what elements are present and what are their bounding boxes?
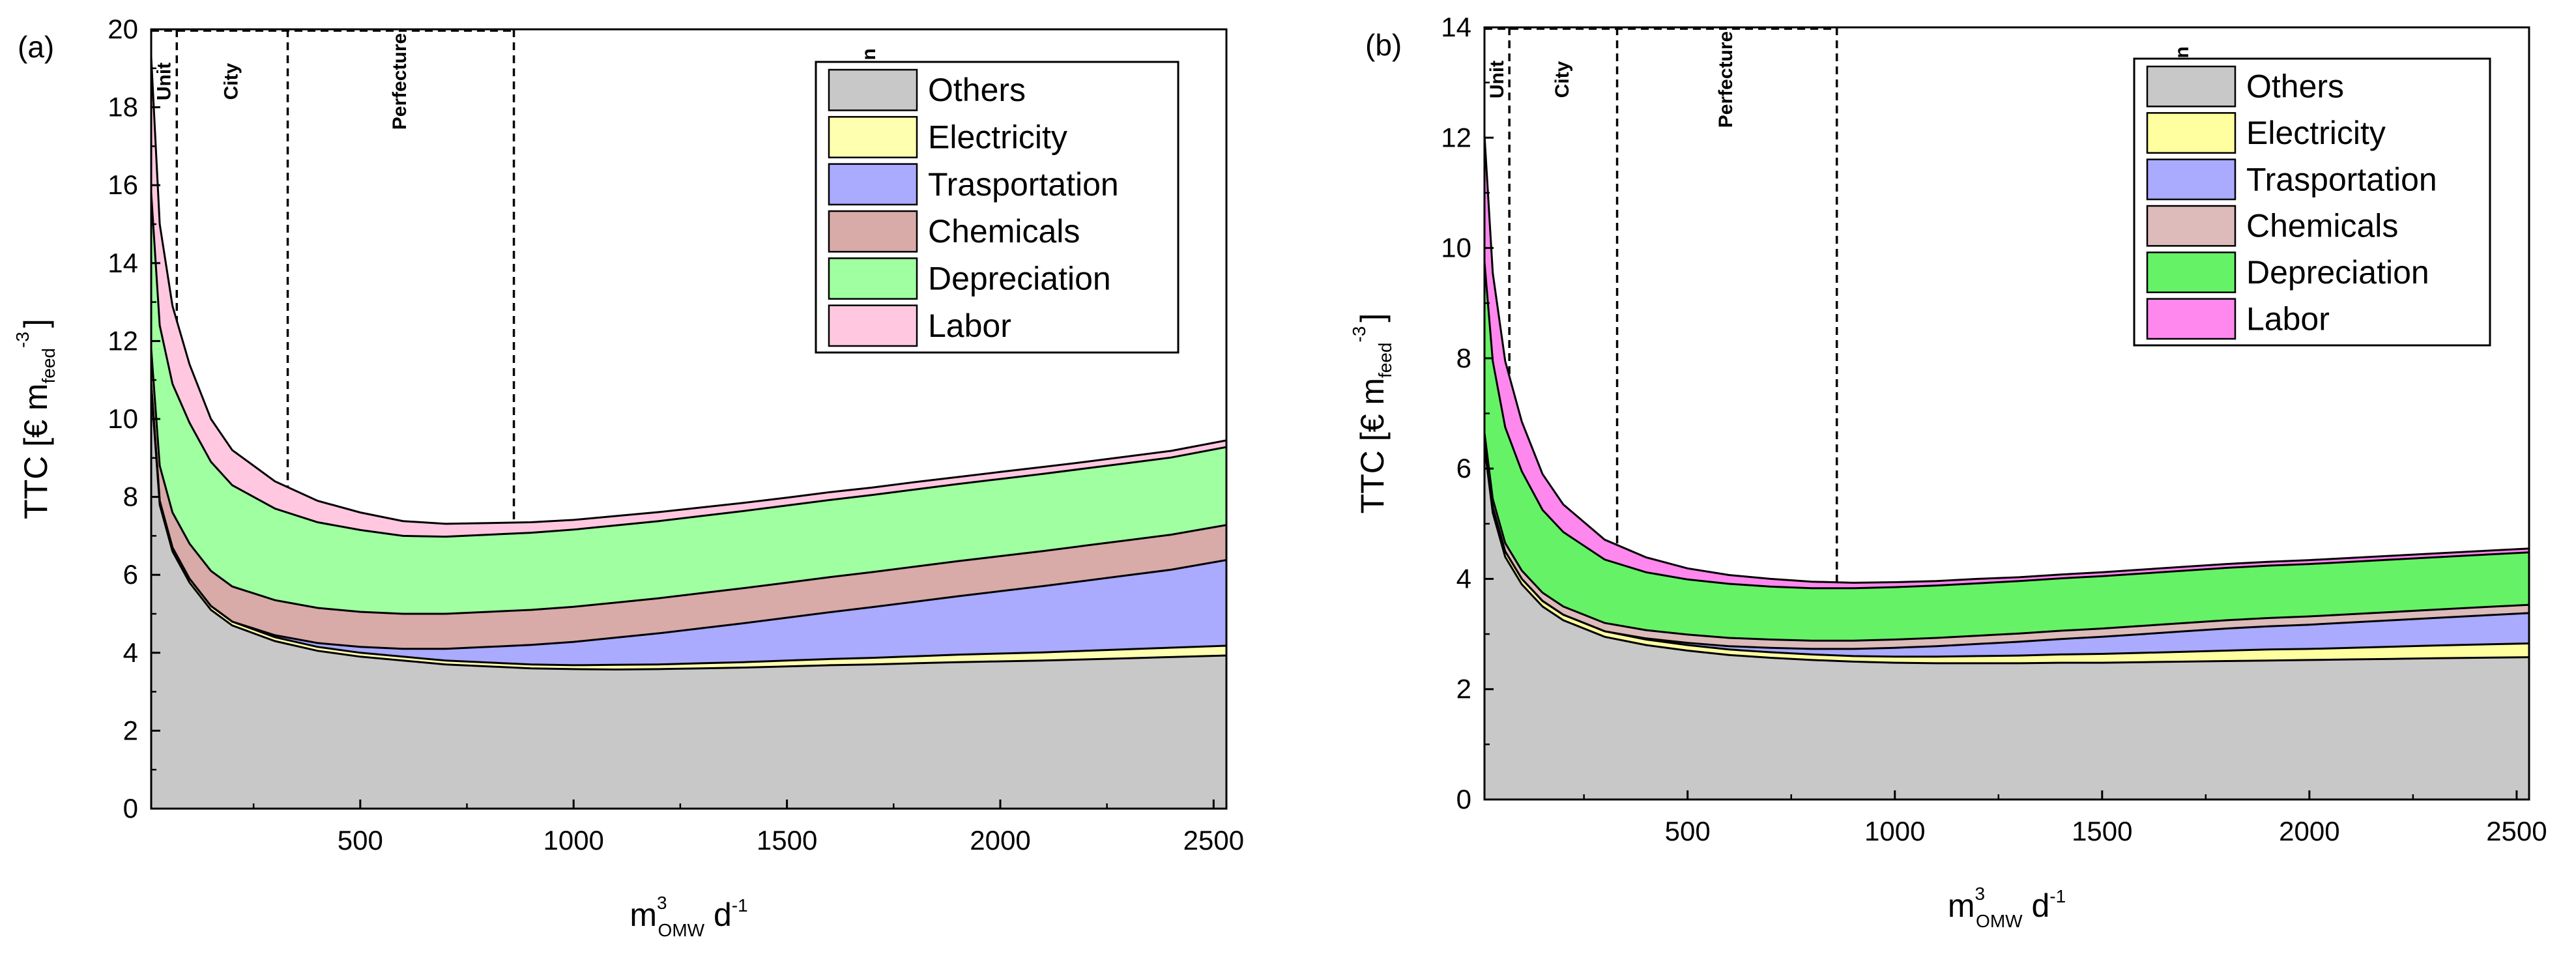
legend-label-trasportation: Trasportation bbox=[2246, 161, 2437, 197]
y-tick-label: 0 bbox=[123, 793, 138, 824]
line-trasportation bbox=[151, 384, 1226, 650]
area-trasportation bbox=[151, 384, 1226, 665]
region-label-city: City bbox=[1552, 61, 1573, 98]
legend-swatch-electricity bbox=[2146, 112, 2236, 154]
legend-swatch-electricity bbox=[828, 116, 918, 158]
region-label-unit: Unit bbox=[1486, 61, 1508, 98]
area-depreciation bbox=[151, 193, 1226, 614]
area-others bbox=[1484, 446, 2529, 799]
area-others bbox=[151, 388, 1226, 809]
legend-label-chemicals: Chemicals bbox=[2246, 208, 2398, 244]
legend-label-chemicals: Chemicals bbox=[928, 213, 1080, 250]
legend-swatch-depreciation bbox=[2146, 252, 2236, 293]
line-chemicals bbox=[1484, 432, 2529, 642]
y-tick-label: 14 bbox=[1441, 12, 1471, 42]
y-tick-label: 2 bbox=[123, 715, 138, 745]
y-tick-label: 6 bbox=[1456, 453, 1471, 483]
area-chemicals bbox=[151, 349, 1226, 649]
y-tick-label: 8 bbox=[123, 482, 138, 512]
legend-swatch-chemicals bbox=[2146, 205, 2236, 247]
y-tick-label: 0 bbox=[1456, 784, 1471, 814]
y-tick-label: 6 bbox=[123, 559, 138, 590]
line-labor bbox=[151, 56, 1226, 525]
legend-swatch-labor bbox=[2146, 298, 2236, 340]
legend-swatch-others bbox=[2146, 65, 2236, 108]
y-tick-label: 12 bbox=[1441, 122, 1471, 152]
y-tick-label: 10 bbox=[108, 403, 138, 434]
legend-label-depreciation: Depreciation bbox=[2246, 254, 2429, 291]
x-tick-label: 1500 bbox=[757, 825, 817, 856]
x-tick-label: 500 bbox=[1665, 816, 1711, 846]
area-trasportation bbox=[1484, 440, 2529, 657]
legend-label-electricity: Electricity bbox=[928, 119, 1067, 156]
legend-swatch-depreciation bbox=[828, 257, 918, 300]
line-chemicals bbox=[151, 349, 1226, 615]
y-tick-label: 2 bbox=[1456, 674, 1471, 704]
line-others bbox=[151, 388, 1226, 671]
y-tick-label: 8 bbox=[1456, 343, 1471, 373]
panel-label: (b) bbox=[1365, 28, 1402, 62]
line-depreciation bbox=[151, 193, 1226, 538]
panel-label: (a) bbox=[18, 30, 54, 64]
region-label-perfecture: Perfecture bbox=[389, 33, 411, 130]
y-tick-label: 16 bbox=[108, 169, 138, 200]
y-tick-label: 20 bbox=[108, 14, 138, 44]
area-labor bbox=[151, 56, 1226, 537]
x-tick-label: 2500 bbox=[2486, 816, 2547, 846]
legend-swatch-others bbox=[828, 68, 918, 111]
area-depreciation bbox=[1484, 261, 2529, 641]
line-trasportation bbox=[1484, 440, 2529, 650]
legend-swatch-chemicals bbox=[828, 210, 918, 253]
line-depreciation bbox=[1484, 261, 2529, 590]
legend-label-labor: Labor bbox=[928, 308, 1011, 344]
x-tick-label: 2000 bbox=[970, 825, 1030, 856]
x-tick-label: 2500 bbox=[1183, 825, 1244, 856]
plot-area bbox=[151, 56, 1226, 809]
area-labor bbox=[1484, 135, 2529, 588]
y-tick-label: 4 bbox=[123, 637, 138, 668]
x-axis-label: m3 OMW d-1 bbox=[1948, 884, 2066, 931]
y-tick-label: 12 bbox=[108, 325, 138, 356]
region-label-unit: Unit bbox=[154, 63, 175, 100]
y-tick-label: 18 bbox=[108, 92, 138, 122]
x-tick-label: 1000 bbox=[543, 825, 603, 856]
line-labor bbox=[1484, 135, 2529, 584]
plot-area bbox=[1484, 135, 2529, 799]
legend-swatch-trasportation bbox=[828, 163, 918, 206]
region-label-perfecture: Perfecture bbox=[1715, 31, 1737, 128]
line-others bbox=[1484, 446, 2529, 665]
chart-panel-a: UnitCityPerfectureRegion0246810121416182… bbox=[12, 14, 1244, 940]
y-tick-label: 4 bbox=[1456, 563, 1471, 594]
legend-label-others: Others bbox=[928, 72, 1026, 108]
legend-label-trasportation: Trasportation bbox=[928, 166, 1119, 203]
x-axis-label: m3 OMW d-1 bbox=[630, 893, 747, 940]
legend: Others Electricity Trasportation Chemicals D… bbox=[815, 61, 1179, 354]
legend: Others Electricity Trasportation Chemicals D… bbox=[2133, 57, 2491, 347]
y-axis-label: TTC [€ mfeed-3] bbox=[1349, 313, 1395, 514]
legend-swatch-labor bbox=[828, 304, 918, 347]
y-tick-label: 14 bbox=[108, 248, 138, 278]
x-tick-label: 500 bbox=[338, 825, 383, 856]
legend-label-others: Others bbox=[2246, 68, 2344, 105]
legend-label-depreciation: Depreciation bbox=[928, 261, 1111, 297]
y-axis-label: TTC [€ mfeed-3] bbox=[12, 319, 59, 519]
legend-label-electricity: Electricity bbox=[2246, 115, 2386, 151]
legend-label-labor: Labor bbox=[2246, 300, 2330, 337]
legend-swatch-trasportation bbox=[2146, 158, 2236, 201]
y-tick-label: 10 bbox=[1441, 233, 1471, 263]
x-tick-label: 1000 bbox=[1864, 816, 1925, 846]
x-tick-label: 1500 bbox=[2072, 816, 2132, 846]
region-label-city: City bbox=[220, 63, 242, 100]
chart-panel-b: UnitCityPerfectureRegion0246810121450010… bbox=[1349, 12, 2547, 931]
x-tick-label: 2000 bbox=[2279, 816, 2339, 846]
